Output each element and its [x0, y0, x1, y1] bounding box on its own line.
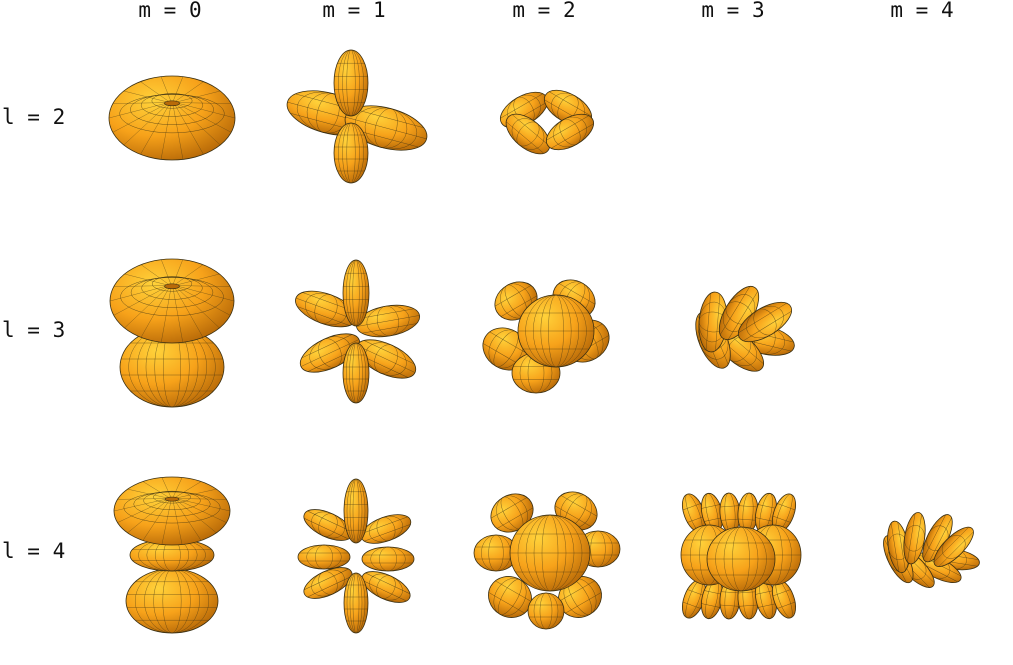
harmonic-l4-m4-lobe-7: [933, 526, 974, 567]
harmonic-l4-m2-lobe-center: [509, 514, 591, 592]
harmonic-l2-m1: [286, 49, 428, 184]
harmonic-l3-m3-lobe-5: [737, 301, 792, 343]
column-label-m4: m = 4: [890, 0, 954, 22]
harmonic-l2-m0: [108, 75, 236, 161]
harmonic-l4-m2: [473, 491, 621, 630]
harmonic-l4-m1-lobe-5: [361, 571, 411, 603]
harmonic-l3-m3: [695, 285, 795, 372]
harmonic-l4-m0-bottom-lobe: [125, 568, 219, 634]
harmonic-l4-m1-lobe-2: [297, 544, 351, 570]
column-label-m3: m = 3: [701, 0, 765, 22]
harmonic-l3-m1-lobe-bottom: [342, 342, 370, 404]
harmonic-l3-m1-lobe-ll: [299, 333, 361, 373]
harmonic-l3-m0-upper-torus: [109, 258, 235, 344]
harmonic-l3-m1-lobe-top: [342, 259, 370, 327]
harmonic-l4-m3-center: [706, 526, 776, 592]
harmonic-l3-m3-lobe-3: [698, 291, 728, 353]
harmonic-l4-m2-lobe-4: [488, 576, 532, 618]
harmonic-l2-m2-lobe-2: [505, 113, 551, 155]
harmonic-l4-m0-top-cup: [113, 476, 231, 546]
harmonic-l2-m2: [500, 89, 594, 155]
harmonic-l3-m2-lobe-2: [482, 327, 530, 371]
harmonic-l3-m1: [295, 259, 421, 404]
harmonic-l3-m1-lobe-ul: [295, 290, 357, 328]
harmonic-l4-m1-lobe-top: [343, 478, 369, 544]
harmonic-l4-m0: [113, 476, 231, 634]
column-label-m1: m = 1: [322, 0, 386, 22]
row-label-l4: l = 4: [2, 539, 66, 563]
harmonic-l3-m1-lobe-ur: [355, 304, 421, 338]
harmonic-l2-m0-torus: [108, 75, 236, 161]
row-label-l2: l = 2: [2, 105, 66, 129]
harmonic-l2-m1-lobe-top: [333, 49, 369, 117]
harmonic-l2-m1-lobe-bottom: [333, 122, 369, 184]
harmonic-l3-m2: [482, 279, 610, 394]
harmonic-l4-m1: [297, 478, 415, 634]
harmonic-l3-m0: [109, 258, 235, 408]
harmonic-l4-m3-spike-top-5: [771, 493, 797, 533]
harmonic-l4-m4-lobe-5: [903, 512, 926, 565]
harmonic-l3-m3-lobe-4: [718, 285, 760, 341]
harmonic-l4-m1-lobe-bottom: [343, 572, 369, 634]
harmonic-l4-m1-lobe-1: [360, 514, 412, 544]
harmonic-l3-m2-lobe-center: [517, 294, 595, 368]
row-label-l3: l = 3: [2, 318, 66, 342]
harmonic-l2-m2-lobe-3: [546, 113, 594, 151]
column-label-m0: m = 0: [138, 0, 202, 22]
harmonic-l4-m1-lobe-4: [303, 567, 353, 599]
harmonic-l4-m1-lobe-3: [361, 546, 415, 572]
harmonic-l4-m2-lobe-6: [527, 592, 565, 630]
harmonic-l4-m4: [883, 512, 980, 588]
harmonic-l4-m3: [680, 492, 802, 620]
harmonic-l4-m3-spike-bottom-0: [681, 579, 707, 619]
column-label-m2: m = 2: [512, 0, 576, 22]
harmonic-l4-m3-spike-bottom-1: [700, 578, 724, 620]
